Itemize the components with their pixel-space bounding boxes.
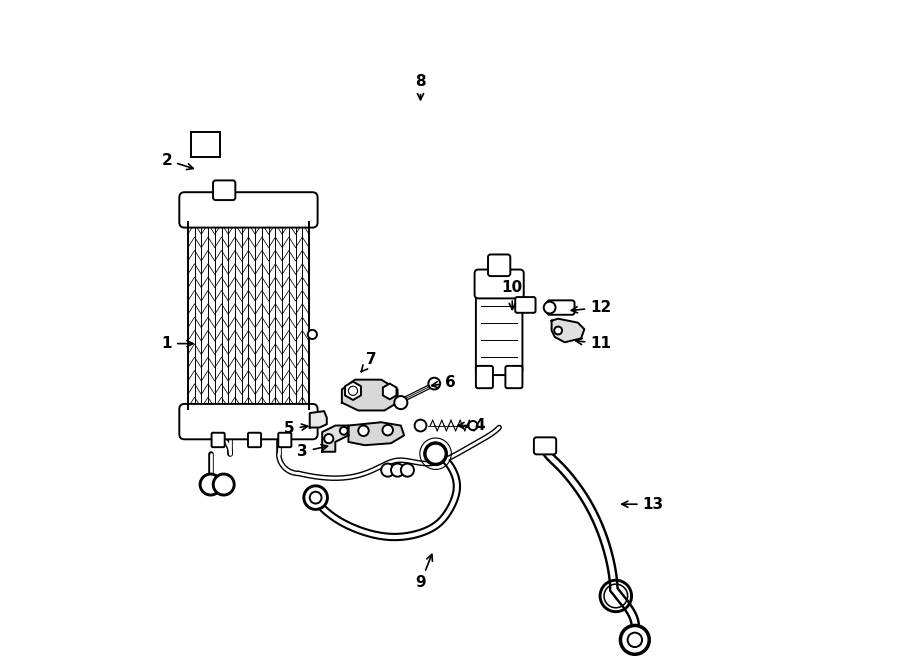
Text: 3: 3 (297, 444, 328, 459)
Circle shape (425, 444, 446, 464)
Circle shape (382, 463, 394, 477)
Polygon shape (348, 422, 404, 446)
Text: 12: 12 (572, 300, 611, 315)
FancyBboxPatch shape (534, 438, 556, 454)
Circle shape (358, 426, 369, 436)
FancyBboxPatch shape (506, 366, 522, 388)
Circle shape (544, 301, 555, 313)
Circle shape (620, 625, 649, 654)
FancyBboxPatch shape (212, 433, 225, 447)
FancyBboxPatch shape (191, 132, 220, 157)
Text: 11: 11 (576, 336, 611, 351)
Circle shape (394, 396, 408, 409)
Circle shape (400, 463, 414, 477)
Polygon shape (322, 426, 348, 451)
Polygon shape (310, 411, 327, 428)
FancyBboxPatch shape (248, 433, 261, 447)
Polygon shape (552, 319, 584, 342)
Circle shape (428, 377, 440, 389)
Text: 5: 5 (284, 421, 308, 436)
Text: 1: 1 (162, 336, 193, 351)
FancyBboxPatch shape (213, 180, 235, 200)
Text: 4: 4 (458, 418, 485, 433)
Circle shape (627, 633, 642, 647)
Circle shape (554, 327, 562, 334)
Text: 2: 2 (161, 153, 194, 170)
Circle shape (348, 386, 357, 395)
Circle shape (200, 474, 221, 495)
Text: 10: 10 (501, 280, 523, 309)
Circle shape (340, 427, 347, 435)
Polygon shape (382, 383, 397, 399)
Circle shape (468, 421, 478, 430)
FancyBboxPatch shape (547, 300, 574, 315)
FancyBboxPatch shape (179, 404, 318, 440)
Polygon shape (342, 379, 398, 410)
FancyBboxPatch shape (474, 270, 524, 298)
Text: 8: 8 (415, 74, 426, 100)
Circle shape (304, 486, 328, 510)
Circle shape (391, 463, 404, 477)
FancyBboxPatch shape (179, 192, 318, 227)
Text: 13: 13 (622, 496, 664, 512)
Circle shape (382, 425, 393, 436)
Polygon shape (345, 381, 361, 400)
FancyBboxPatch shape (515, 297, 536, 313)
FancyBboxPatch shape (278, 433, 292, 447)
Text: 7: 7 (361, 352, 377, 372)
Circle shape (213, 474, 234, 495)
Text: 6: 6 (432, 375, 455, 391)
FancyBboxPatch shape (476, 283, 522, 375)
Circle shape (310, 492, 321, 504)
Circle shape (415, 420, 427, 432)
Text: 9: 9 (415, 555, 433, 590)
FancyBboxPatch shape (488, 254, 510, 276)
FancyBboxPatch shape (476, 366, 493, 388)
Circle shape (308, 330, 317, 339)
Circle shape (324, 434, 333, 444)
